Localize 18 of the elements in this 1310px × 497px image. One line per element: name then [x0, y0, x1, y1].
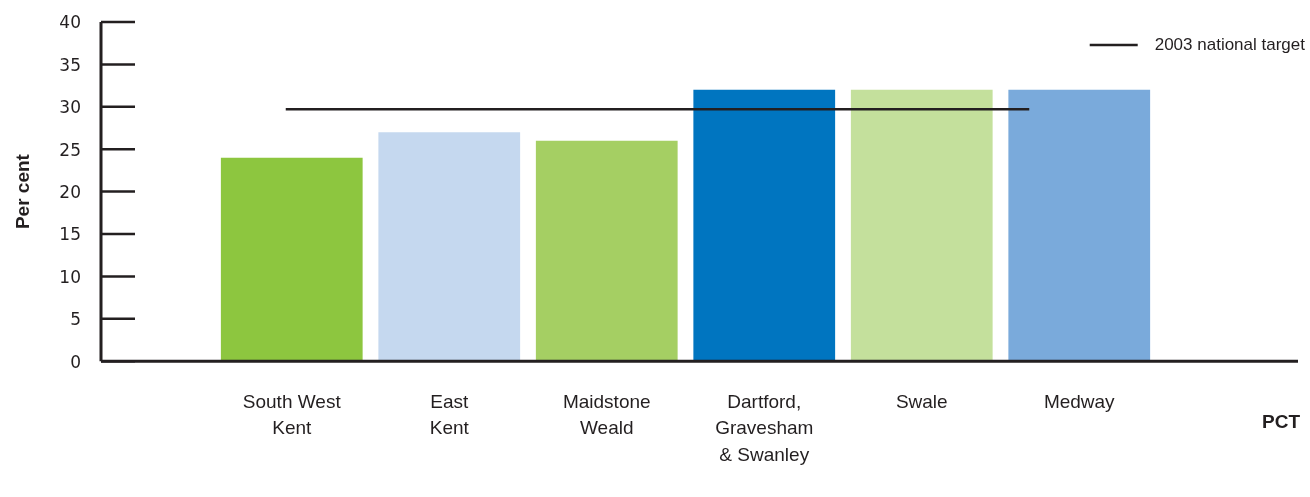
y-tick-label: 0: [70, 351, 81, 372]
x-tick-label: Maidstone Weald: [562, 390, 651, 439]
text: PCT: [1262, 411, 1301, 433]
legend-label: 2003 national target: [1154, 34, 1306, 54]
y-tick-label: 35: [59, 54, 81, 75]
y-tick-label: 5: [70, 309, 81, 330]
y-tick-label: 25: [59, 139, 81, 160]
x-tick-label: South West Kent: [242, 390, 342, 439]
x-tick-label: Dartford, Gravesham & Swanley: [715, 390, 814, 465]
y-tick-label: 15: [59, 224, 81, 245]
x-tick-label: Swale: [895, 390, 948, 412]
y-tick-label: 20: [59, 182, 81, 203]
x-tick-label: Medway: [1043, 390, 1116, 412]
y-tick-label: 40: [59, 12, 81, 33]
y-axis-title: Per cent: [11, 153, 33, 230]
y-tick-label: 30: [59, 97, 81, 118]
x-tick-label: East Kent: [429, 390, 470, 439]
y-tick-label: 10: [59, 266, 81, 287]
